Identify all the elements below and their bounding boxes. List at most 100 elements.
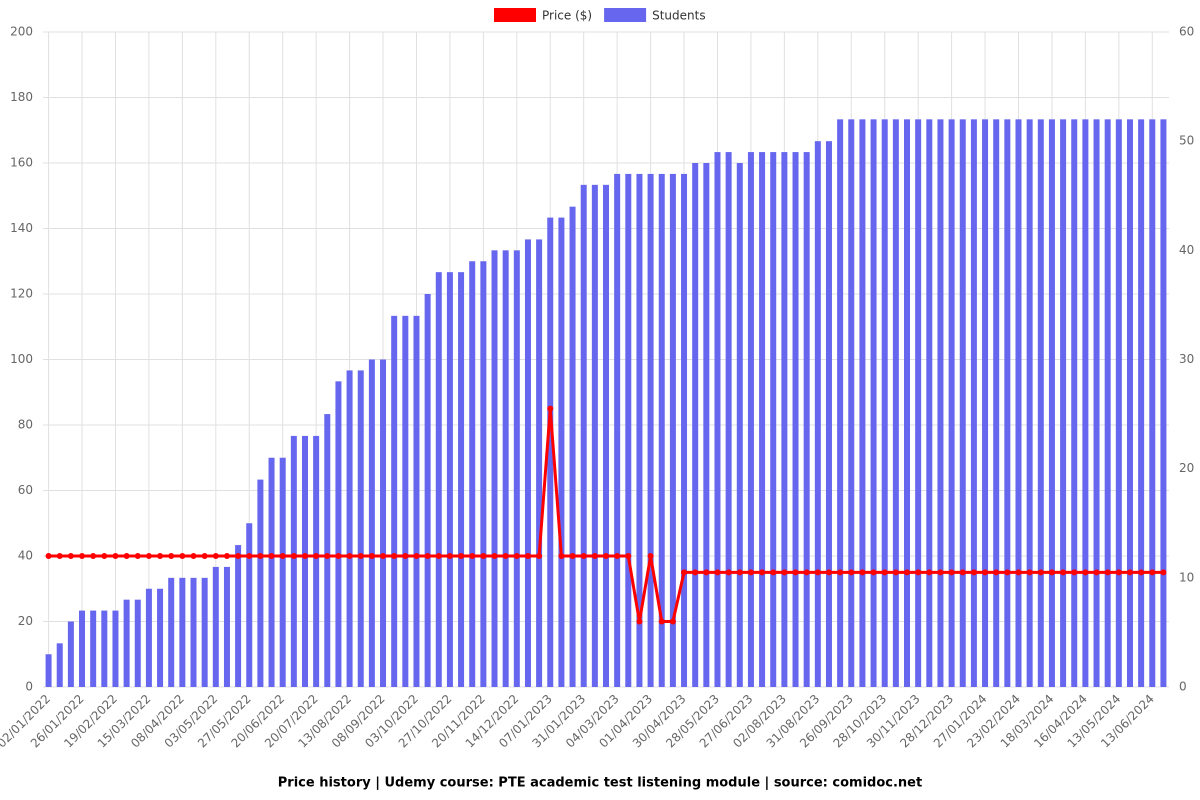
bar [190, 577, 197, 687]
bar [56, 643, 63, 687]
price-point [90, 553, 97, 559]
y-tick-label: 80 [18, 418, 33, 432]
bar [892, 119, 899, 688]
bar [157, 588, 164, 687]
bar [714, 152, 721, 688]
price-point [781, 569, 788, 576]
bar [1115, 119, 1122, 688]
bar [90, 610, 97, 687]
price-point [480, 553, 487, 559]
bar [123, 599, 130, 687]
price-point [569, 553, 576, 559]
price-point [424, 553, 431, 559]
legend-label: Students [652, 9, 706, 23]
price-point [692, 569, 699, 576]
price-point [346, 553, 353, 559]
price-point [859, 569, 866, 576]
bar [480, 261, 487, 687]
bar [168, 577, 175, 687]
bar [502, 250, 509, 688]
price-point [970, 569, 977, 576]
price-point [223, 553, 230, 559]
price-point [736, 569, 743, 576]
bar [569, 206, 576, 687]
price-point [982, 569, 989, 576]
price-point [703, 569, 710, 576]
price-point [948, 569, 955, 576]
bar [145, 588, 152, 687]
price-point [669, 618, 676, 625]
price-point [45, 553, 52, 559]
bar [547, 217, 554, 688]
bar [257, 479, 264, 687]
price-point [268, 553, 275, 559]
price-point [391, 553, 398, 559]
price-point [1026, 569, 1033, 576]
price-point [591, 553, 598, 559]
price-point [335, 553, 342, 559]
price-point [257, 553, 264, 559]
y-tick-label: 180 [10, 90, 33, 104]
price-point [904, 569, 911, 576]
price-point [759, 569, 766, 576]
bar [770, 152, 777, 688]
bar [313, 435, 320, 687]
price-point [725, 569, 732, 576]
bar [513, 250, 520, 688]
bar [435, 272, 442, 687]
price-point [825, 569, 832, 576]
y-tick-label: 140 [10, 221, 33, 235]
price-point [1004, 569, 1011, 576]
price-point [279, 553, 286, 559]
bar [1160, 119, 1167, 688]
price-point [246, 553, 253, 559]
bar [357, 370, 364, 687]
price-point [580, 553, 587, 559]
bar [647, 173, 654, 687]
bar [614, 173, 621, 687]
chart-title: Price history | Udemy course: PTE academ… [278, 776, 922, 791]
price-point [547, 405, 554, 412]
y-tick-label: 40 [18, 549, 33, 563]
price-point [837, 569, 844, 576]
price-point [881, 569, 888, 576]
price-point [301, 553, 308, 559]
price-point [747, 569, 754, 576]
bar [848, 119, 855, 688]
bar [1026, 119, 1033, 688]
bar [747, 152, 754, 688]
price-point [56, 553, 63, 559]
y-tick-label: 0 [25, 680, 33, 694]
y-tick-label: 20 [18, 614, 33, 628]
bar [669, 173, 676, 687]
price-point [313, 553, 320, 559]
price-point [536, 553, 543, 559]
bar [1004, 119, 1011, 688]
price-point [1160, 569, 1167, 576]
y-tick-label: 200 [10, 25, 33, 39]
price-point [915, 569, 922, 576]
price-point [993, 569, 1000, 576]
bar [335, 381, 342, 687]
price-point [112, 553, 119, 559]
price-point [636, 618, 643, 625]
bar [1048, 119, 1055, 688]
bar [402, 315, 409, 687]
price-point [892, 569, 899, 576]
bar [134, 599, 141, 687]
price-point [1082, 569, 1089, 576]
price-point [1093, 569, 1100, 576]
price-point [201, 553, 208, 559]
bar [268, 457, 275, 687]
bar [736, 163, 743, 687]
bar [223, 566, 230, 687]
price-point [1138, 569, 1145, 576]
bar [235, 545, 242, 687]
bar [45, 654, 52, 687]
bar [982, 119, 989, 688]
price-point [469, 553, 476, 559]
bar [837, 119, 844, 688]
y2-tick-label: 10 [1179, 570, 1194, 584]
price-point [491, 553, 498, 559]
